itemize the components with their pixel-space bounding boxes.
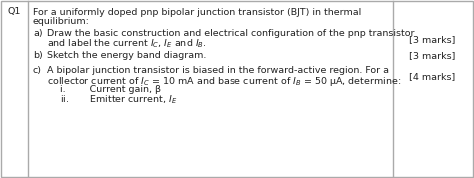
Text: a): a) bbox=[33, 29, 43, 38]
Text: Draw the basic construction and electrical configuration of the pnp transistor: Draw the basic construction and electric… bbox=[47, 29, 414, 38]
Text: Sketch the energy band diagram.: Sketch the energy band diagram. bbox=[47, 51, 206, 60]
Text: [3 marks]: [3 marks] bbox=[409, 51, 455, 60]
Text: c): c) bbox=[33, 66, 42, 75]
Text: and label the current $I_C$, $I_E$ and $I_B$.: and label the current $I_C$, $I_E$ and $… bbox=[47, 38, 207, 51]
Text: A bipolar junction transistor is biased in the forward-active region. For a: A bipolar junction transistor is biased … bbox=[47, 66, 389, 75]
Text: equilibrium:: equilibrium: bbox=[33, 17, 90, 26]
Text: collector current of $I_C$ = 10 mA and base current of $I_B$ = 50 μA, determine:: collector current of $I_C$ = 10 mA and b… bbox=[47, 75, 401, 88]
Text: For a uniformly doped pnp bipolar junction transistor (BJT) in thermal: For a uniformly doped pnp bipolar juncti… bbox=[33, 8, 361, 17]
Text: [3 marks]: [3 marks] bbox=[409, 35, 455, 44]
Text: b): b) bbox=[33, 51, 43, 60]
Text: i.        Current gain, β: i. Current gain, β bbox=[60, 85, 161, 94]
Text: Q1: Q1 bbox=[7, 7, 21, 16]
Text: [4 marks]: [4 marks] bbox=[409, 72, 455, 81]
Text: ii.       Emitter current, $I_E$: ii. Emitter current, $I_E$ bbox=[60, 94, 177, 106]
